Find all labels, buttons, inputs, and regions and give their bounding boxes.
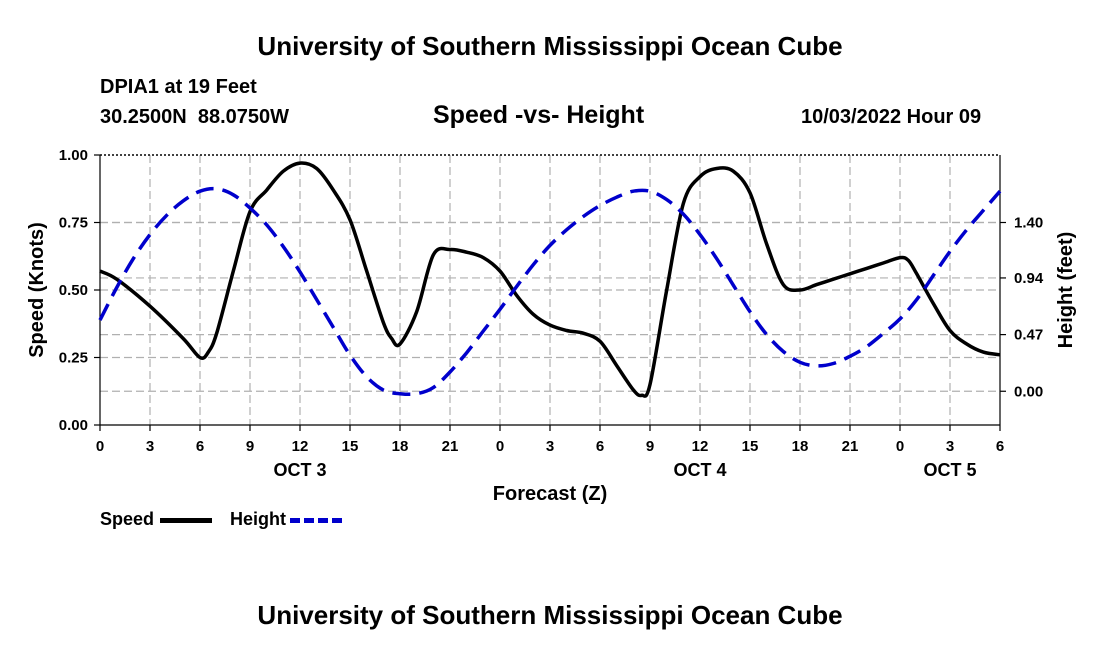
right-tick-label: 0.00 — [1014, 383, 1043, 400]
x-tick-label: 0 — [96, 438, 104, 455]
x-tick-label: 3 — [946, 438, 954, 455]
x-tick-label: 9 — [246, 438, 254, 455]
left-tick-label: 0.50 — [59, 282, 88, 299]
x-tick-label: 12 — [292, 438, 309, 455]
x-tick-label: 18 — [792, 438, 809, 455]
right-tick-label: 1.40 — [1014, 215, 1043, 232]
chart-subtitle: Speed -vs- Height — [433, 101, 645, 129]
left-tick-label: 0.00 — [59, 417, 88, 434]
footer-title: University of Southern Mississippi Ocean… — [257, 600, 843, 630]
legend-height-swatch — [290, 518, 342, 523]
legend-speed-swatch — [160, 518, 212, 523]
x-tick-label: 15 — [342, 438, 359, 455]
left-tick-label: 0.75 — [59, 215, 88, 232]
series-line-height — [98, 186, 1002, 397]
x-tick-label: 3 — [146, 438, 154, 455]
x-tick-label: 9 — [646, 438, 654, 455]
x-tick-label: 21 — [442, 438, 459, 455]
day-label: OCT 5 — [923, 460, 976, 480]
x-tick-label: 15 — [742, 438, 759, 455]
right-axis-title: Height (feet) — [1055, 232, 1077, 349]
x-tick-label: 0 — [896, 438, 904, 455]
legend-height-label: Height — [230, 509, 286, 529]
left-tick-label: 1.00 — [59, 147, 88, 164]
x-tick-label: 0 — [496, 438, 504, 455]
day-label: OCT 4 — [673, 460, 726, 480]
x-tick-label: 6 — [196, 438, 204, 455]
series-line-speed — [99, 161, 1001, 398]
legend-speed-label: Speed — [100, 509, 155, 529]
chart-title: University of Southern Mississippi Ocean… — [257, 31, 843, 61]
station-name: DPIA1 at 19 Feet — [100, 76, 257, 98]
x-tick-label: 18 — [392, 438, 409, 455]
left-axis-title: Speed (Knots) — [26, 222, 48, 358]
x-tick-label: 3 — [546, 438, 554, 455]
right-tick-label: 0.94 — [1014, 270, 1044, 287]
x-tick-label: 12 — [692, 438, 709, 455]
right-tick-label: 0.47 — [1014, 327, 1043, 344]
x-tick-label: 6 — [596, 438, 604, 455]
x-axis-title: Forecast (Z) — [493, 483, 607, 505]
forecast-datetime: 10/03/2022 Hour 09 — [801, 106, 982, 128]
left-tick-label: 0.25 — [59, 350, 88, 367]
x-tick-label: 6 — [996, 438, 1004, 455]
x-tick-label: 21 — [842, 438, 859, 455]
station-coordinates: 30.2500N 88.0750W — [100, 106, 290, 128]
day-label: OCT 3 — [273, 460, 326, 480]
